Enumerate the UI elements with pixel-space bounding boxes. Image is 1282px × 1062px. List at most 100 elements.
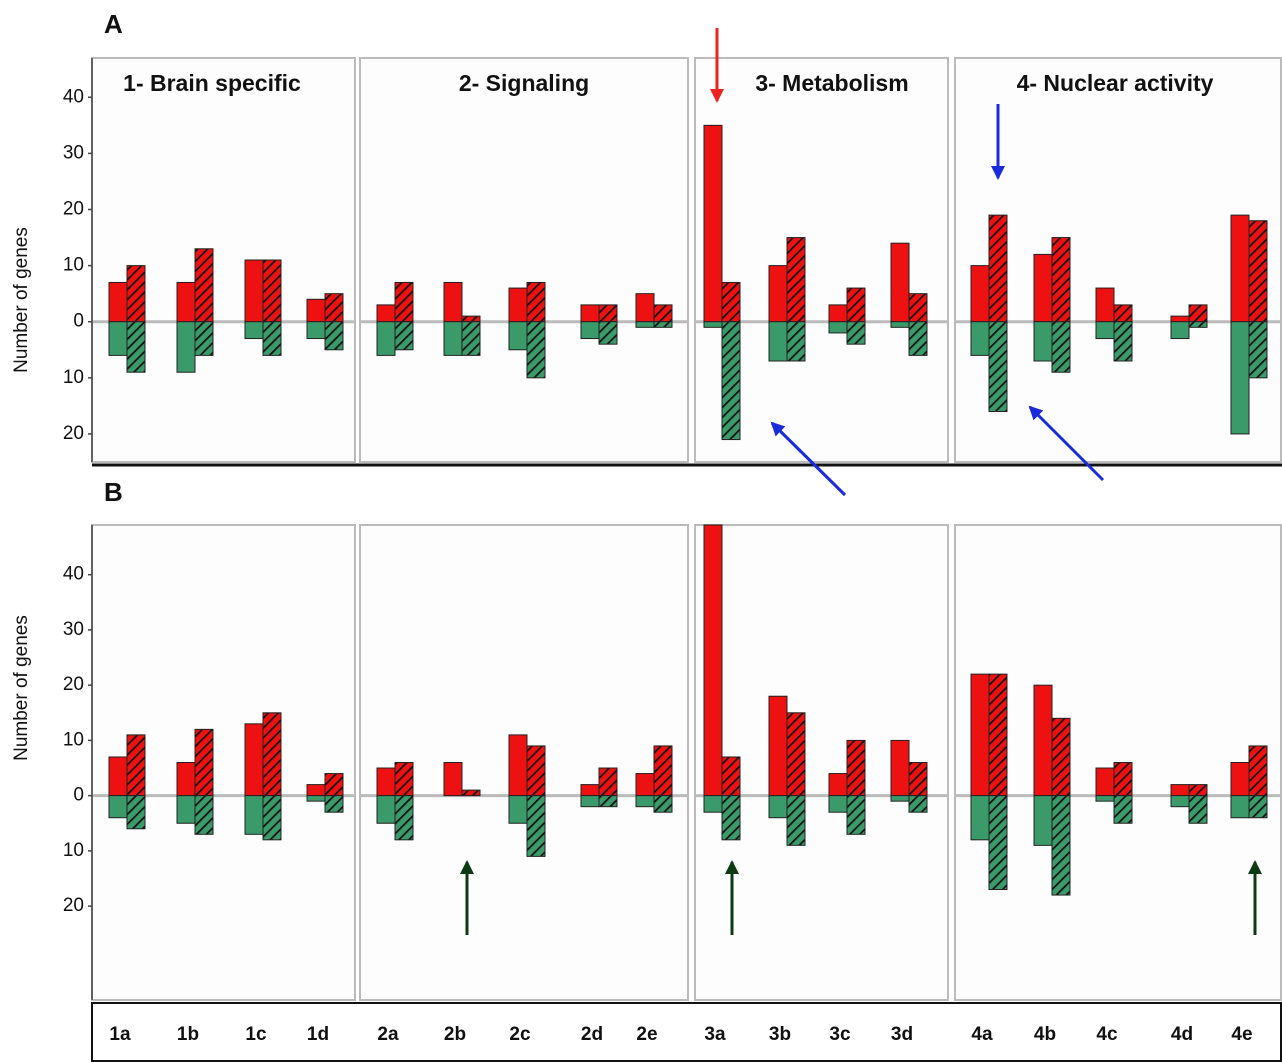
bar xyxy=(768,321,788,362)
bar xyxy=(1095,767,1115,797)
bar xyxy=(890,795,910,802)
bar xyxy=(1095,321,1115,340)
bar xyxy=(1051,795,1071,896)
x-tick-label: 2d xyxy=(581,1024,603,1045)
y-axis-label: Number of genes xyxy=(11,227,32,373)
y-tick-label: 40 xyxy=(63,86,84,107)
bar xyxy=(306,795,326,802)
bar xyxy=(598,795,618,808)
y-tick-label: 10 xyxy=(63,729,84,750)
y-axis-label: Number of genes xyxy=(11,615,32,761)
bar xyxy=(846,287,866,323)
bar xyxy=(306,321,326,340)
bar xyxy=(508,321,528,351)
bar xyxy=(721,281,741,323)
bar xyxy=(108,795,128,819)
bar xyxy=(324,773,344,797)
bar xyxy=(721,756,741,797)
y-tick-label: 20 xyxy=(63,423,84,444)
bar xyxy=(244,723,264,797)
group-title: 4- Nuclear activity xyxy=(1017,70,1214,96)
bar xyxy=(194,248,214,323)
category-row xyxy=(91,1002,1282,1062)
bar xyxy=(194,321,214,356)
bar xyxy=(635,773,655,797)
panel-label: A xyxy=(104,9,123,39)
bar xyxy=(394,762,414,797)
bar xyxy=(653,304,673,323)
bar xyxy=(1051,321,1071,373)
bar xyxy=(508,287,528,323)
group-title: 1- Brain specific xyxy=(123,70,301,96)
bar xyxy=(1170,315,1190,323)
bar xyxy=(580,795,600,808)
bar xyxy=(768,265,788,323)
bar xyxy=(176,762,196,797)
arrows xyxy=(460,28,1262,935)
bar xyxy=(1188,304,1208,323)
bar xyxy=(1248,745,1268,797)
bar xyxy=(890,739,910,797)
bar xyxy=(244,795,264,835)
bar xyxy=(653,795,673,813)
bar xyxy=(176,281,196,323)
bar xyxy=(1230,214,1250,323)
bar xyxy=(908,762,928,797)
bar xyxy=(988,795,1008,891)
bar xyxy=(1248,321,1268,379)
bar xyxy=(108,321,128,356)
bar xyxy=(176,795,196,824)
bar xyxy=(786,712,806,797)
bar xyxy=(108,756,128,797)
bar xyxy=(653,745,673,797)
bar xyxy=(244,321,264,340)
x-tick-label: 1c xyxy=(245,1024,267,1045)
bar xyxy=(376,795,396,824)
bar xyxy=(786,795,806,846)
x-tick-label: 4a xyxy=(971,1024,993,1045)
bar xyxy=(1033,321,1053,362)
bar xyxy=(1230,762,1250,797)
bar xyxy=(598,304,618,323)
bar xyxy=(580,304,600,323)
y-tick-label: 0 xyxy=(73,785,84,806)
y-tick-label: 30 xyxy=(63,142,84,163)
bar xyxy=(1113,304,1133,323)
bar xyxy=(768,695,788,797)
y-tick-label: 10 xyxy=(63,255,84,276)
x-tick-label: 3c xyxy=(829,1024,851,1045)
bar xyxy=(828,773,848,797)
bar xyxy=(598,321,618,345)
bar xyxy=(703,321,723,328)
bar xyxy=(653,321,673,328)
bar xyxy=(262,712,282,797)
bar xyxy=(988,214,1008,323)
bar xyxy=(1095,795,1115,802)
x-tick-label: 3a xyxy=(704,1024,726,1045)
bar xyxy=(908,795,928,813)
bar xyxy=(394,321,414,351)
y-tick-label: 20 xyxy=(63,199,84,220)
bar xyxy=(970,795,990,841)
bar xyxy=(970,321,990,356)
bar xyxy=(908,321,928,356)
bar xyxy=(598,767,618,797)
bar xyxy=(443,281,463,323)
bar xyxy=(635,795,655,808)
bar xyxy=(721,321,741,441)
bar xyxy=(526,281,546,323)
bar xyxy=(1188,795,1208,824)
x-tick-label: 2e xyxy=(636,1024,657,1045)
group-frame xyxy=(91,57,356,463)
bar xyxy=(443,762,463,797)
bar xyxy=(461,315,481,323)
bar xyxy=(635,321,655,328)
bar xyxy=(376,767,396,797)
bar xyxy=(1170,795,1190,808)
bar xyxy=(461,789,481,797)
bar xyxy=(508,734,528,797)
bar xyxy=(908,293,928,323)
bar xyxy=(526,321,546,379)
bar xyxy=(194,728,214,797)
bar xyxy=(1113,321,1133,362)
